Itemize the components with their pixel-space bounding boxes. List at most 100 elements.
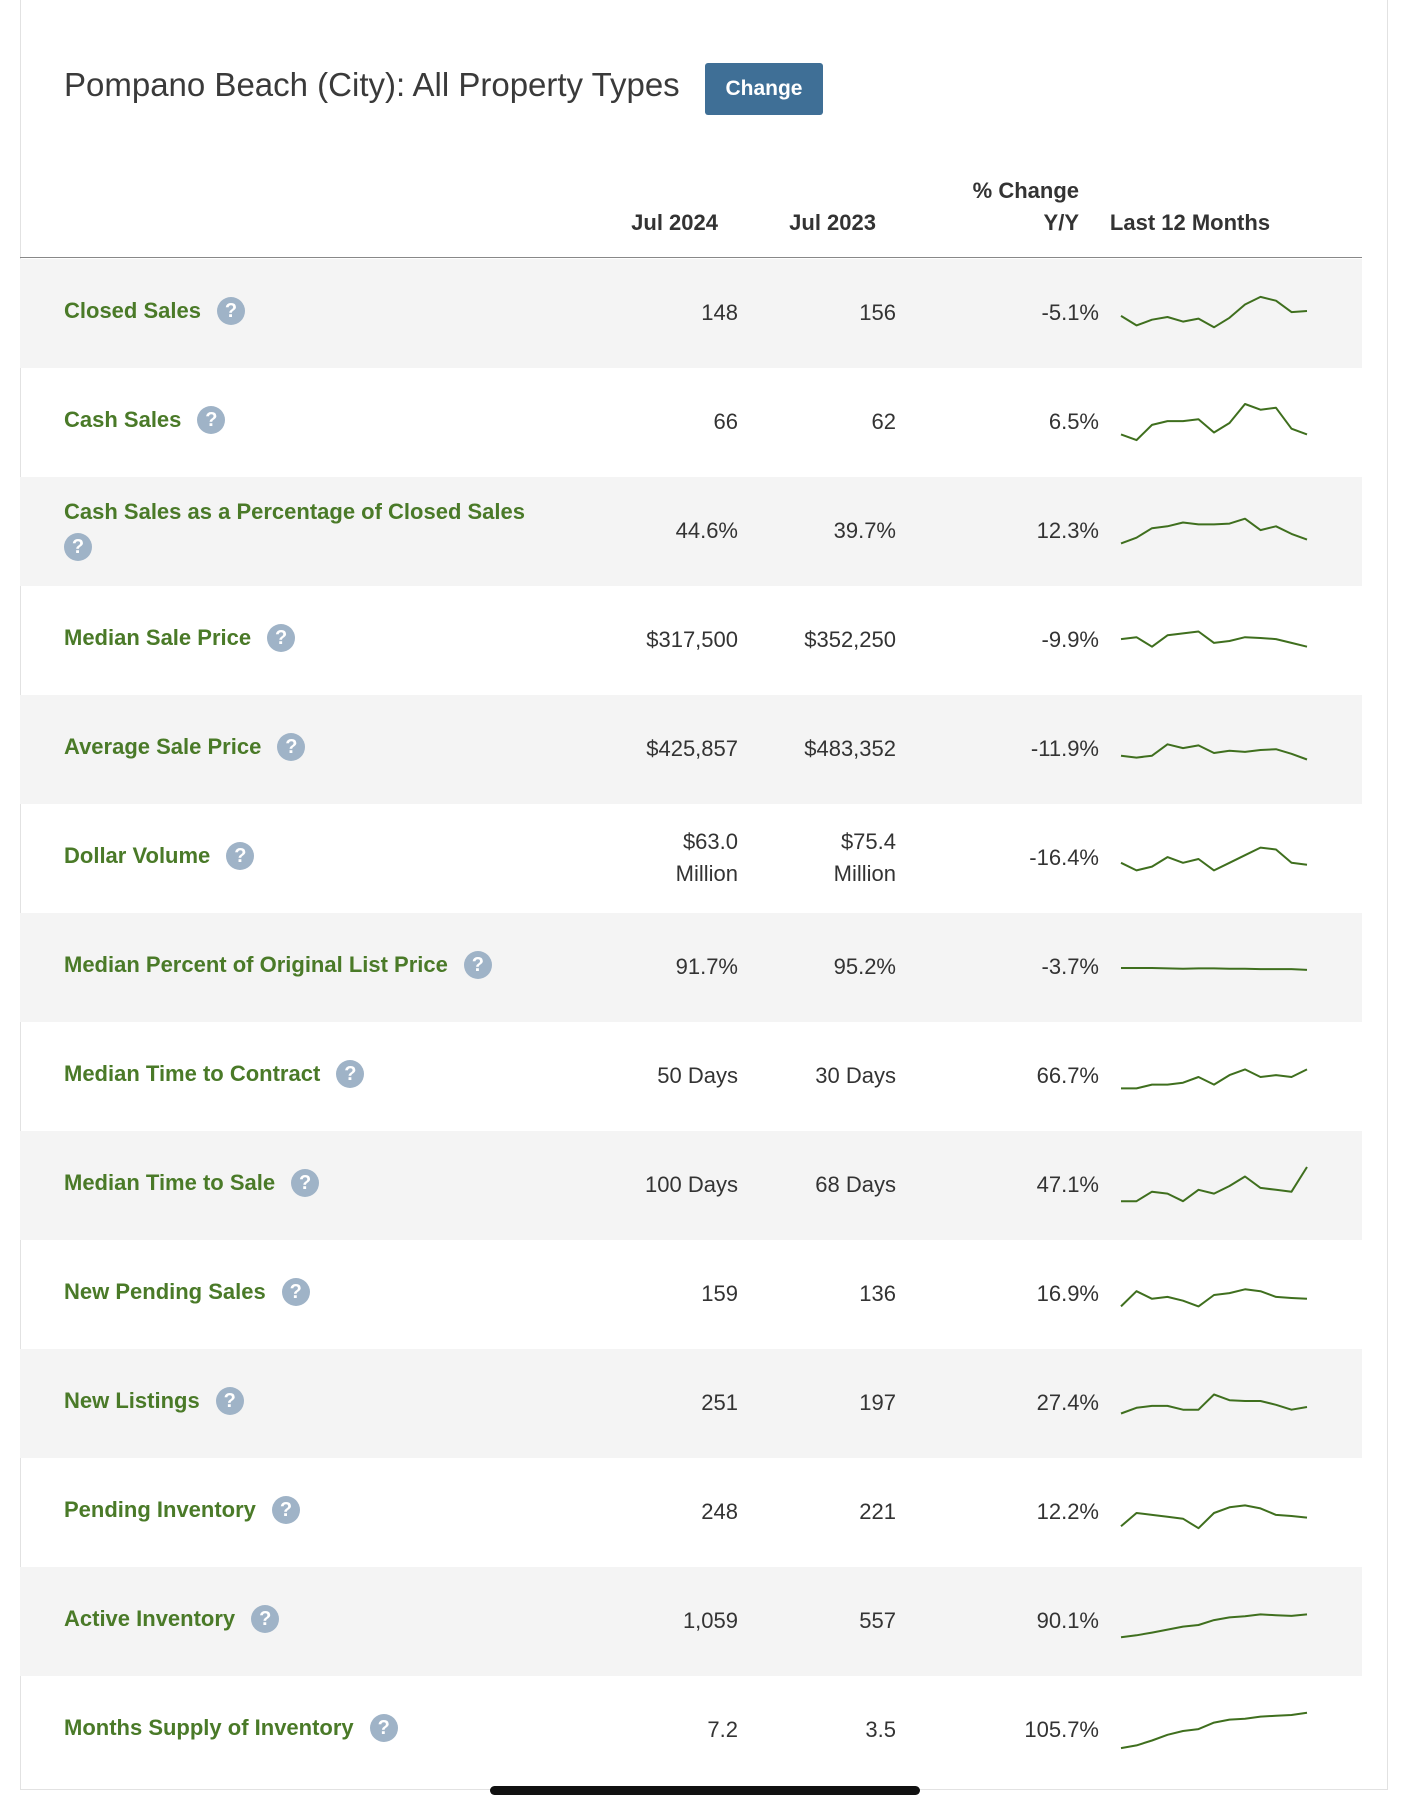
sparkline-last-12-months [1120, 295, 1308, 329]
header-divider [20, 257, 1362, 258]
value-jul-2024: 251 [701, 1390, 738, 1415]
value-percent-change: 12.3% [1036, 518, 1099, 543]
value-percent-change: 105.7% [1024, 1717, 1099, 1742]
metric-median-time-to-sale[interactable]: Median Time to Sale? [64, 1169, 320, 1197]
column-header-last-12-months: Last 12 Months [1109, 210, 1271, 235]
sparkline-last-12-months [1120, 517, 1308, 545]
value-jul-2023: 3.5 [865, 1717, 896, 1742]
metric-median-percent-of-original-list-price[interactable]: Median Percent of Original List Price? [64, 951, 492, 979]
sparkline-series [1121, 1166, 1308, 1203]
metric-label[interactable]: Pending Inventory [64, 1497, 256, 1522]
metric-active-inventory[interactable]: Active Inventory? [64, 1605, 280, 1633]
sparkline-last-12-months [1121, 1068, 1308, 1090]
metric-label[interactable]: Months Supply of Inventory [64, 1715, 354, 1740]
value-percent-change: -16.4% [1029, 845, 1099, 870]
sparkline-last-12-months [1120, 1393, 1308, 1415]
help-icon[interactable]: ? [291, 1169, 320, 1197]
metric-label[interactable]: Active Inventory [64, 1606, 236, 1631]
value-percent-change: -11.9% [1030, 736, 1099, 761]
home-indicator [490, 1786, 920, 1795]
help-icon[interactable]: ? [216, 297, 245, 325]
help-icon[interactable]: ? [226, 842, 255, 870]
value-jul-2023: 156 [859, 300, 896, 325]
value-jul-2023: $483,352 [804, 736, 896, 761]
value-percent-change: 27.4% [1036, 1390, 1099, 1415]
metric-label[interactable]: Median Sale Price [64, 625, 252, 650]
help-icon[interactable]: ? [463, 951, 492, 979]
value-jul-2024: $317,500 [646, 627, 738, 652]
value-percent-change: 90.1% [1036, 1608, 1099, 1633]
value-jul-2024: 50 Days [657, 1063, 738, 1088]
value-jul-2023: 39.7% [833, 518, 896, 543]
sparkline-last-12-months [1120, 1613, 1308, 1639]
value-jul-2023: 68 Days [815, 1172, 896, 1197]
value-jul-2024: 100 Days [645, 1172, 738, 1197]
value-jul-2023: 557 [859, 1608, 896, 1633]
value-percent-change: -9.9% [1041, 627, 1099, 652]
sparkline-series [1120, 1711, 1308, 1750]
metric-label[interactable]: New Listings [64, 1388, 200, 1413]
help-icon[interactable]: ? [215, 1387, 244, 1415]
table-row-new-listings: New Listings? 251 197 27.4% [20, 1349, 1362, 1458]
metric-label[interactable]: New Pending Sales [64, 1279, 266, 1304]
sparkline-last-12-months [1120, 846, 1308, 872]
sparkline-last-12-months [1121, 967, 1308, 971]
sparkline-series [1120, 846, 1308, 872]
table-row-median-time-to-contract: Median Time to Contract? 50 Days 30 Days 66… [20, 1022, 1362, 1131]
metric-median-sale-price[interactable]: Median Sale Price? [64, 624, 296, 652]
help-icon[interactable]: ? [197, 406, 226, 434]
column-header-jul-2024: Jul 2024 [631, 210, 718, 235]
help-icon[interactable]: ? [271, 1496, 300, 1524]
metric-new-pending-sales[interactable]: New Pending Sales? [64, 1278, 310, 1306]
table-row-pending-inventory: Pending Inventory? 248 221 12.2% [20, 1458, 1362, 1567]
sparkline-last-12-months [1120, 743, 1308, 761]
value-jul-2024: 7.2 [707, 1717, 738, 1742]
help-icon[interactable]: ? [281, 1278, 310, 1306]
help-icon[interactable]: ? [277, 733, 306, 761]
metric-label[interactable]: Cash Sales [64, 407, 182, 432]
table-row-cash-sales-as-a-percentage-of-closed-sales: Cash Sales as a Percentage of Closed Sal… [20, 477, 1362, 586]
value-jul-2024: 1,059 [682, 1608, 738, 1633]
metric-cash-sales[interactable]: Cash Sales? [64, 406, 226, 434]
sparkline-last-12-months [1120, 1711, 1308, 1750]
change-button[interactable]: Change [705, 63, 823, 115]
value-jul-2023: 95.2% [833, 954, 896, 979]
metric-label[interactable]: Closed Sales [64, 298, 201, 323]
metric-label[interactable]: Dollar Volume [64, 843, 211, 868]
metric-new-listings[interactable]: New Listings? [64, 1387, 244, 1415]
help-icon[interactable]: ? [64, 533, 92, 561]
metric-dollar-volume[interactable]: Dollar Volume? [64, 842, 255, 870]
help-icon[interactable]: ? [251, 1605, 280, 1633]
value-jul-2024: $425,857 [646, 736, 738, 761]
help-icon[interactable]: ? [369, 1714, 398, 1742]
metric-closed-sales[interactable]: Closed Sales? [64, 297, 245, 325]
value-jul-2024: 91.7% [675, 954, 738, 979]
help-icon[interactable]: ? [267, 624, 296, 652]
table-row-cash-sales: Cash Sales? 66 62 6.5% [20, 368, 1362, 477]
table-row-active-inventory: Active Inventory? 1,059 557 90.1% [20, 1567, 1362, 1676]
sparkline-series [1121, 967, 1308, 971]
metric-label[interactable]: Median Percent of Original List Price [64, 952, 448, 977]
metric-label[interactable]: Median Time to Sale [64, 1170, 276, 1195]
metric-median-time-to-contract[interactable]: Median Time to Contract? [64, 1060, 365, 1088]
value-jul-2023: 136 [859, 1281, 896, 1306]
value-jul-2023: 30 Days [815, 1063, 896, 1088]
metric-label[interactable]: Cash Sales as a Percentage of Closed Sal… [64, 499, 526, 524]
value-jul-2023: 197 [859, 1390, 896, 1415]
value-percent-change: 12.2% [1036, 1499, 1099, 1524]
sparkline-series [1120, 517, 1308, 545]
sparkline-last-12-months [1120, 630, 1308, 648]
sparkline-series [1120, 1288, 1308, 1308]
column-header-percent-change: % Change [972, 178, 1079, 203]
value-percent-change: -5.1% [1041, 300, 1099, 325]
metric-label[interactable]: Average Sale Price [64, 734, 262, 759]
help-icon[interactable]: ? [336, 1060, 365, 1088]
metric-months-supply-of-inventory[interactable]: Months Supply of Inventory? [64, 1714, 398, 1742]
table-row-median-percent-of-original-list-price: Median Percent of Original List Price? 91… [20, 913, 1362, 1022]
metric-cash-sales-as-a-percentage-of-closed-sales[interactable]: Cash Sales as a Percentage of Closed Sal… [64, 495, 584, 563]
value-percent-change: 66.7% [1036, 1063, 1099, 1088]
metric-label[interactable]: Median Time to Contract [64, 1061, 321, 1086]
value-jul-2024: 148 [701, 300, 738, 325]
metric-average-sale-price[interactable]: Average Sale Price? [64, 733, 306, 761]
metric-pending-inventory[interactable]: Pending Inventory? [64, 1496, 300, 1524]
